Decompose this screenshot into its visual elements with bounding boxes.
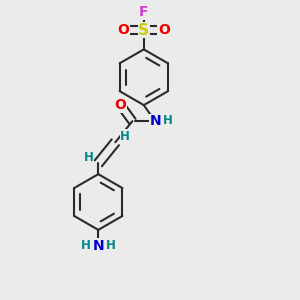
Text: H: H <box>106 239 116 252</box>
Text: H: H <box>83 151 93 164</box>
Text: O: O <box>118 23 130 37</box>
Text: F: F <box>139 5 148 19</box>
Text: N: N <box>150 114 161 128</box>
Text: O: O <box>115 98 127 112</box>
Text: S: S <box>138 23 149 38</box>
Text: H: H <box>81 239 91 252</box>
Text: O: O <box>158 23 170 37</box>
Text: H: H <box>162 114 172 127</box>
Text: H: H <box>120 130 130 142</box>
Text: N: N <box>92 239 104 253</box>
